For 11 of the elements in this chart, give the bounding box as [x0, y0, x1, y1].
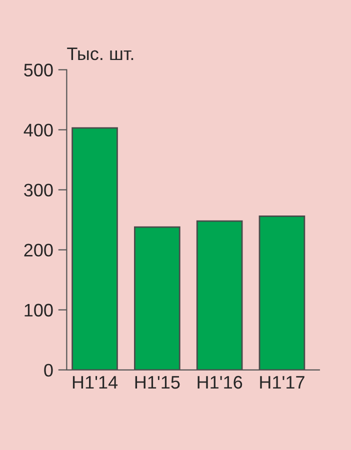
- y-tick-label: 0: [44, 364, 53, 377]
- y-tick-label: 400: [24, 124, 53, 136]
- x-tick-label: H1'14: [72, 376, 118, 389]
- y-tick-label: 200: [24, 244, 53, 257]
- y-tick-label: 300: [24, 184, 53, 197]
- x-tick-label: H1'17: [260, 376, 304, 389]
- y-tick-label: 100: [24, 304, 53, 317]
- x-tick-label: H1'16: [198, 376, 242, 389]
- y-tick-label: 500: [24, 64, 53, 76]
- y-axis-title: Тыс. шт.: [67, 48, 134, 60]
- x-tick-label: H1'15: [135, 376, 180, 389]
